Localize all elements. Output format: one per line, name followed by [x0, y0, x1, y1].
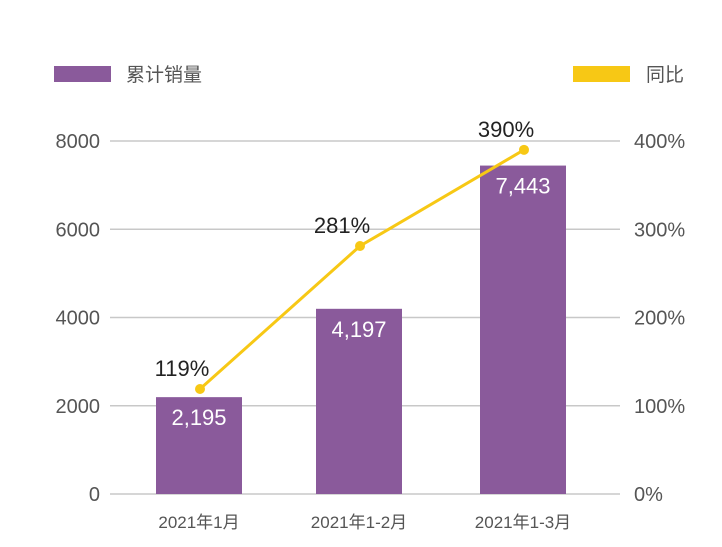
bar-data-label: 2,195	[171, 405, 226, 430]
y-right-tick-label: 200%	[634, 308, 685, 330]
line-data-label: 281%	[314, 213, 370, 238]
y-left-tick-label: 0	[89, 484, 100, 506]
y-right-tick-label: 300%	[634, 219, 685, 241]
y-left-tick-label: 4000	[56, 308, 101, 330]
x-tick-label: 2021年1月	[158, 513, 239, 532]
line-point	[355, 241, 365, 252]
y-right-tick-label: 400%	[634, 131, 685, 153]
line-data-label: 390%	[478, 117, 534, 142]
bar	[316, 308, 402, 494]
bar	[480, 165, 566, 494]
line-point	[195, 383, 205, 394]
x-tick-label: 2021年1-2月	[311, 513, 407, 532]
legend-label-line: 同比	[646, 64, 684, 86]
x-tick-label: 2021年1-3月	[475, 513, 571, 532]
y-left-tick-label: 6000	[56, 219, 101, 241]
bar-data-label: 7,443	[495, 174, 550, 199]
y-left-tick-label: 8000	[56, 131, 101, 153]
bar	[156, 397, 242, 494]
line-point	[519, 144, 529, 155]
y-right-tick-label: 0%	[634, 484, 663, 506]
y-left-tick-label: 2000	[56, 396, 101, 418]
y-right-tick-label: 100%	[634, 396, 685, 418]
legend-swatch-bar	[54, 66, 111, 82]
legend-swatch-line	[573, 66, 630, 82]
line-data-label: 119%	[155, 356, 210, 381]
bar-data-label: 4,197	[331, 317, 386, 342]
legend-label-bar: 累计销量	[126, 64, 202, 86]
